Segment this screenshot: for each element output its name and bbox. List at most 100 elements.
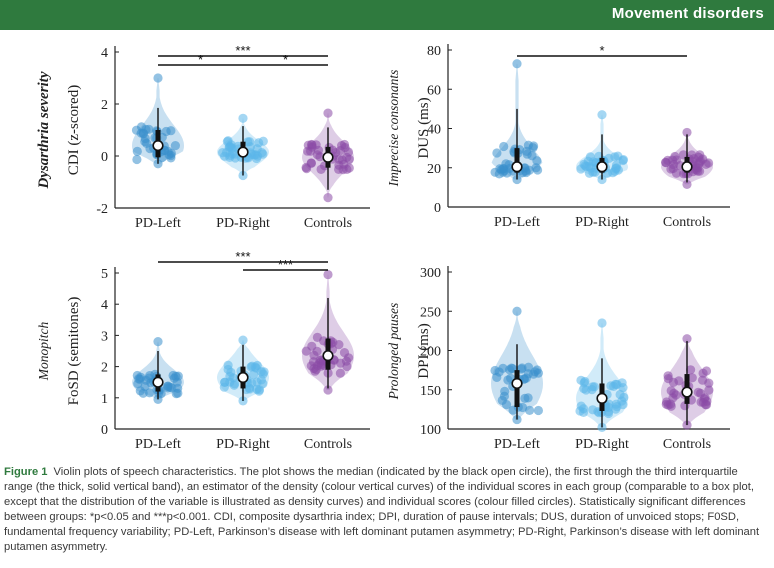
y-tick-label: 40 xyxy=(427,123,441,138)
y-tick-label: 150 xyxy=(420,384,441,399)
y-tick-label: 4 xyxy=(101,46,108,61)
x-tick-label: Controls xyxy=(663,437,711,452)
data-point xyxy=(258,369,268,379)
data-point xyxy=(312,150,322,160)
data-point xyxy=(223,364,233,375)
figure-caption: Figure 1 Violin plots of speech character… xyxy=(4,465,766,556)
data-point xyxy=(501,400,512,410)
data-point xyxy=(611,160,622,170)
data-point xyxy=(344,353,354,363)
median-marker xyxy=(237,146,249,158)
data-point xyxy=(603,402,614,412)
data-point xyxy=(499,141,509,152)
data-point xyxy=(502,168,512,178)
data-point-max xyxy=(597,110,607,120)
data-point xyxy=(254,386,264,396)
x-tick-label: PD-Right xyxy=(575,215,629,230)
data-point-max xyxy=(323,108,333,118)
data-point xyxy=(698,154,708,164)
significance-label: * xyxy=(599,43,604,58)
median-marker xyxy=(237,371,249,384)
data-point xyxy=(587,382,598,392)
data-point-max xyxy=(512,59,522,69)
data-point xyxy=(342,361,352,372)
data-point xyxy=(334,160,344,170)
data-point-max xyxy=(153,337,163,347)
data-point xyxy=(334,340,344,350)
data-point-max xyxy=(682,334,692,344)
data-point xyxy=(230,149,240,159)
data-point xyxy=(701,366,712,376)
data-point-max xyxy=(238,335,248,345)
journal-section-banner: Movement disorders xyxy=(0,0,774,30)
data-point xyxy=(258,136,268,146)
panel-dpi: 100 150 200 250 300 PD-Left PD-Right Controls Pr… xyxy=(386,266,730,452)
x-tick-label: Controls xyxy=(304,216,352,231)
data-point-min xyxy=(323,385,333,395)
data-point xyxy=(135,386,145,396)
data-point xyxy=(610,152,620,162)
x-tick-label: Controls xyxy=(663,215,711,230)
y-tick-label: 80 xyxy=(427,44,441,59)
data-point xyxy=(335,368,345,378)
data-point xyxy=(522,149,532,159)
data-point xyxy=(704,385,714,395)
data-point xyxy=(576,375,586,385)
y-tick-label: 200 xyxy=(420,345,441,360)
y-tick-label: 60 xyxy=(427,83,441,98)
data-point xyxy=(171,371,181,381)
y-tick-label: 4 xyxy=(101,298,108,313)
data-point-max xyxy=(323,269,333,280)
data-point xyxy=(229,380,239,390)
data-point xyxy=(166,150,176,161)
y-axis-label: DPI (ms) xyxy=(416,323,432,378)
data-point xyxy=(524,165,535,175)
data-point xyxy=(611,404,621,414)
data-point-max xyxy=(597,318,607,328)
y-tick-label: 100 xyxy=(420,423,441,438)
significance-label: * xyxy=(283,52,288,67)
data-point xyxy=(663,400,673,410)
data-point xyxy=(135,374,145,384)
y-axis-label: FoSD (semitones) xyxy=(66,297,82,406)
data-point xyxy=(618,155,629,165)
data-point xyxy=(344,163,354,173)
data-point xyxy=(532,156,542,166)
data-point xyxy=(687,373,697,383)
y-axis-label: DUS (ms) xyxy=(416,97,432,158)
data-point xyxy=(132,154,142,165)
caption-text: Violin plots of speech characteristics. … xyxy=(4,466,760,554)
data-point xyxy=(344,154,354,164)
data-point xyxy=(312,346,322,356)
data-point xyxy=(528,143,538,153)
median-marker xyxy=(322,350,334,362)
panel-title: Prolonged pauses xyxy=(386,303,401,401)
data-point xyxy=(339,139,350,150)
violin-plots-figure: -2 0 2 4 PD-Left PD-Right Controls Dysarthria s… xyxy=(36,43,730,452)
median-marker xyxy=(152,140,164,152)
data-point xyxy=(698,375,708,385)
significance-label: * xyxy=(198,52,203,67)
figure-label: Figure 1 xyxy=(4,466,48,478)
data-point xyxy=(661,158,671,168)
panel-title: Dysarthria severity xyxy=(36,71,52,189)
y-tick-label: 0 xyxy=(434,201,441,216)
panel-title: Monopitch xyxy=(36,322,51,382)
data-point-max xyxy=(512,306,522,316)
data-point xyxy=(663,374,673,384)
data-point xyxy=(500,386,510,396)
y-tick-label: 0 xyxy=(101,423,108,438)
data-point xyxy=(301,162,311,173)
data-point xyxy=(668,163,678,174)
data-point xyxy=(578,404,589,414)
median-marker xyxy=(596,392,608,404)
data-point xyxy=(307,142,317,152)
data-point xyxy=(503,375,513,385)
panel-title: Imprecise consonants xyxy=(386,70,401,188)
data-point xyxy=(523,362,534,372)
median-marker xyxy=(596,161,608,173)
data-point xyxy=(508,405,518,415)
data-point xyxy=(533,165,543,175)
data-point xyxy=(520,393,530,403)
data-point xyxy=(136,122,147,132)
